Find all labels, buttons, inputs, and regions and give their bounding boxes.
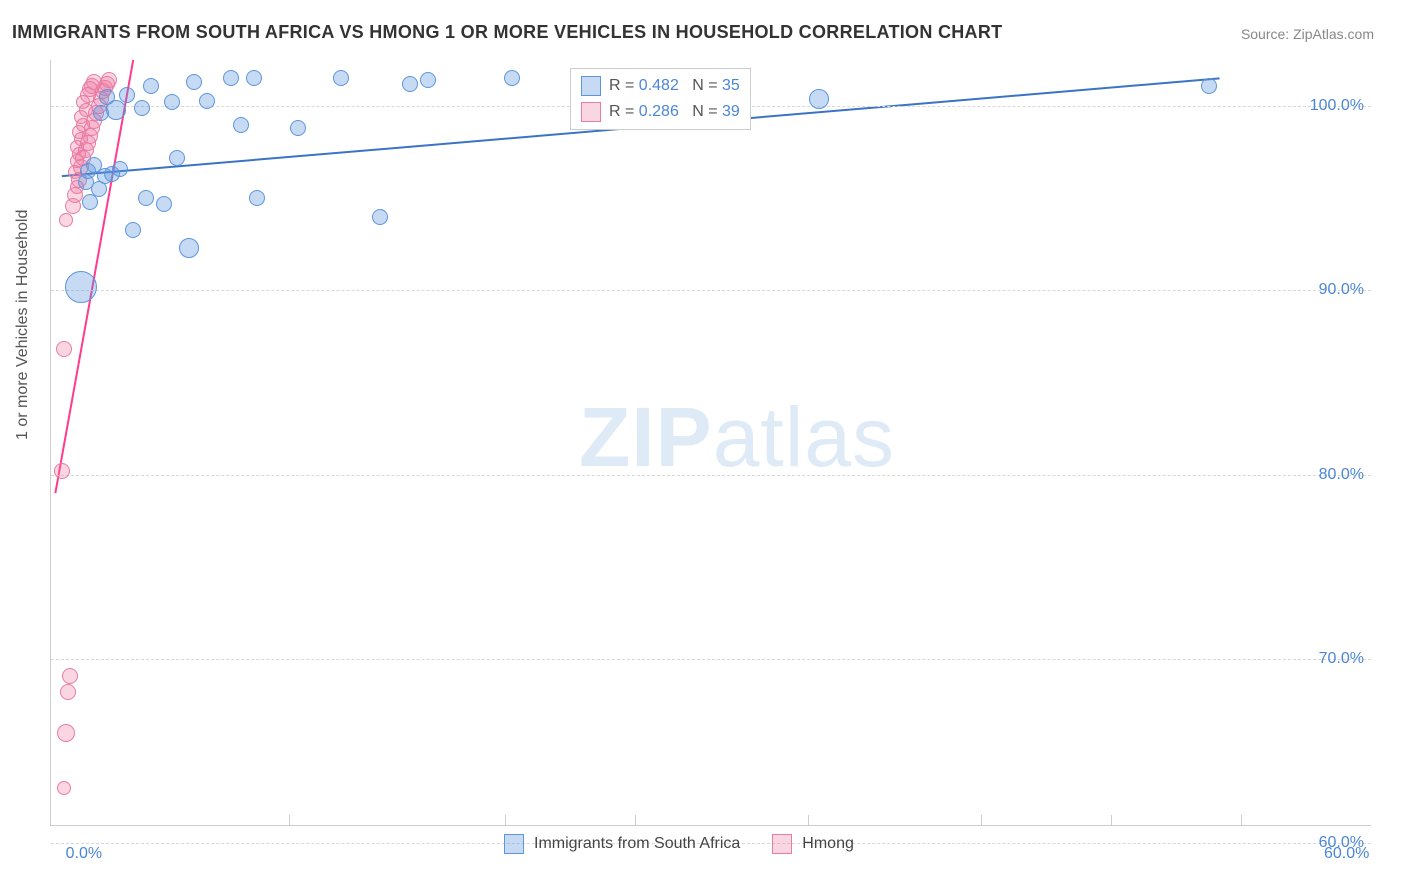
point-series-b <box>54 463 70 479</box>
point-series-a <box>138 190 154 206</box>
gridline-horizontal <box>51 290 1371 291</box>
point-series-b <box>60 684 76 700</box>
point-series-a <box>106 100 126 120</box>
legend-swatch <box>581 76 601 96</box>
point-series-a <box>233 117 249 133</box>
point-series-a <box>402 76 418 92</box>
point-series-a <box>199 93 215 109</box>
point-series-a <box>290 120 306 136</box>
y-axis-title: 1 or more Vehicles in Household <box>14 210 32 440</box>
point-series-a <box>119 87 135 103</box>
point-series-b <box>101 72 117 88</box>
point-series-a <box>1201 78 1217 94</box>
point-series-a <box>809 89 829 109</box>
source-value: ZipAtlas.com <box>1293 26 1374 42</box>
point-series-a <box>504 70 520 86</box>
point-series-a <box>223 70 239 86</box>
x-tick-label: 60.0% <box>1324 845 1369 863</box>
gridline-vertical <box>981 815 982 825</box>
watermark-zip: ZIP <box>579 390 713 484</box>
gridline-vertical <box>808 815 809 825</box>
gridline-vertical <box>1111 815 1112 825</box>
gridline-vertical <box>505 815 506 825</box>
stats-legend-row: R = 0.286 N = 39 <box>581 99 740 125</box>
point-series-a <box>179 238 199 258</box>
point-series-b <box>57 724 75 742</box>
point-series-b <box>56 341 72 357</box>
point-series-a <box>169 150 185 166</box>
watermark-atlas: atlas <box>713 390 895 484</box>
trend-lines <box>51 60 1371 825</box>
point-series-b <box>86 74 102 90</box>
chart-title: IMMIGRANTS FROM SOUTH AFRICA VS HMONG 1 … <box>12 22 1002 43</box>
stats-legend-text: R = 0.286 N = 39 <box>609 103 740 121</box>
watermark: ZIPatlas <box>579 389 895 486</box>
point-series-a <box>420 72 436 88</box>
stats-legend-text: R = 0.482 N = 35 <box>609 77 740 95</box>
gridline-horizontal <box>51 659 1371 660</box>
stats-legend: R = 0.482 N = 35 R = 0.286 N = 39 <box>570 68 751 130</box>
point-series-a <box>65 271 97 303</box>
plot-area: ZIPatlas <box>50 60 1371 826</box>
legend-label: Hmong <box>802 835 854 853</box>
point-series-a <box>164 94 180 110</box>
source-label: Source: <box>1241 26 1289 42</box>
point-series-b <box>62 668 78 684</box>
source-attribution: Source: ZipAtlas.com <box>1241 26 1374 42</box>
legend-swatch <box>504 834 524 854</box>
point-series-b <box>59 213 73 227</box>
x-tick-label: 0.0% <box>66 845 102 863</box>
y-tick-label: 70.0% <box>1319 650 1364 668</box>
legend-swatch <box>772 834 792 854</box>
series-legend: Immigrants from South Africa Hmong <box>504 834 876 854</box>
point-series-a <box>125 222 141 238</box>
y-tick-label: 80.0% <box>1319 466 1364 484</box>
legend-label: Immigrants from South Africa <box>534 835 740 853</box>
point-series-a <box>156 196 172 212</box>
point-series-a <box>134 100 150 116</box>
point-series-a <box>372 209 388 225</box>
gridline-vertical <box>1241 815 1242 825</box>
point-series-a <box>246 70 262 86</box>
gridline-horizontal <box>51 475 1371 476</box>
legend-swatch <box>581 102 601 122</box>
y-tick-label: 100.0% <box>1310 97 1364 115</box>
point-series-a <box>112 161 128 177</box>
point-series-a <box>186 74 202 90</box>
gridline-vertical <box>635 815 636 825</box>
stats-legend-row: R = 0.482 N = 35 <box>581 73 740 99</box>
point-series-a <box>249 190 265 206</box>
gridline-vertical <box>289 815 290 825</box>
point-series-a <box>143 78 159 94</box>
y-tick-label: 90.0% <box>1319 281 1364 299</box>
point-series-a <box>333 70 349 86</box>
point-series-b <box>57 781 71 795</box>
